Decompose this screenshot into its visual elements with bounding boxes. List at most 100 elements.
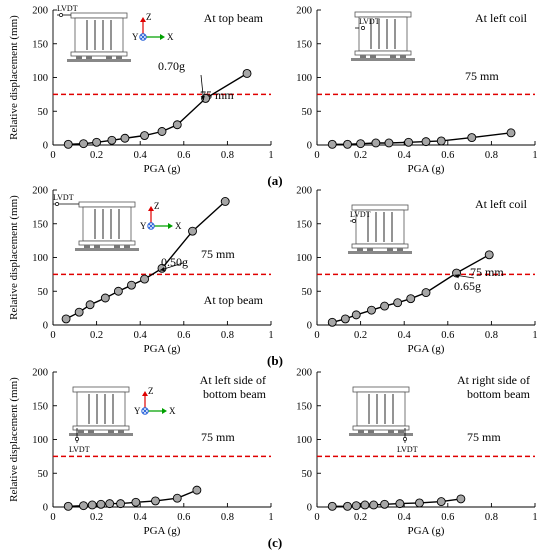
data-point (220, 197, 230, 206)
x-tick-label: 0.2 (354, 330, 367, 341)
data-point (188, 226, 197, 236)
chart-panel-4: 0 50 100 150 200 0 0.2 0.4 0.6 0.8 1 PGA (g) 75 mm LV… (296, 186, 537, 356)
diagram-foot (94, 245, 100, 248)
diagram-bottom-beam (354, 50, 412, 56)
y-axis-label: Y (132, 32, 139, 42)
data-point (406, 294, 416, 304)
x-tick-label: 0.6 (441, 512, 454, 523)
x-arrow-head (160, 34, 165, 40)
data-point (506, 128, 516, 138)
y-tick-label: 100 (296, 253, 312, 264)
diagram-foot (118, 430, 124, 433)
data-point (157, 127, 167, 136)
structure-diagram: LVDT Z X Y (53, 193, 182, 251)
data-point (384, 138, 394, 148)
panel-label: (c) (268, 535, 282, 550)
x-tick-label: 0.2 (90, 512, 103, 523)
data-point (131, 497, 141, 507)
diagram-coil-body (356, 391, 406, 427)
y-tick-label: 150 (32, 39, 48, 50)
diagram-foot (397, 248, 403, 251)
y-tick-label: 0 (307, 141, 312, 152)
data-point (107, 135, 117, 145)
x-tick-label: 1 (268, 150, 273, 161)
diagram-foot (400, 55, 406, 58)
x-tick-label: 1 (268, 512, 273, 523)
x-tick-label: 0.2 (90, 330, 103, 341)
x-tick-label: 0.6 (177, 512, 190, 523)
diagram-ground (348, 251, 412, 254)
callout-arrow-head (454, 274, 460, 279)
diagram-coil-body (74, 17, 124, 53)
data-point (351, 501, 361, 511)
diagram-bottom-beam (351, 243, 409, 249)
lvdt-marker (59, 13, 63, 17)
x-tick-label: 0.4 (398, 330, 412, 341)
y-tick-label: 0 (307, 503, 312, 514)
data-point (85, 300, 95, 310)
data-point (172, 120, 182, 130)
diagram-bottom-beam (352, 425, 410, 431)
data-point (116, 499, 126, 509)
diagram-ground (69, 433, 133, 436)
callout-label: 0.65g (454, 279, 481, 293)
location-label: At left side of (200, 373, 266, 387)
structure-diagram: LVDT (351, 11, 415, 61)
data-point (61, 314, 71, 324)
series-line (68, 72, 248, 145)
location-label: At top beam (204, 293, 264, 307)
data-point (360, 500, 370, 510)
location-label: At left coil (475, 197, 528, 211)
data-point (380, 499, 390, 509)
data-point (404, 137, 414, 147)
data-point (327, 317, 337, 327)
lvdt-label: LVDT (57, 4, 78, 13)
location-label: At right side of (457, 373, 530, 387)
x-tick-label: 0.4 (398, 512, 412, 523)
data-point (421, 288, 431, 298)
x-axis-label: X (169, 406, 176, 416)
diagram-ground (67, 59, 131, 62)
y-tick-label: 150 (32, 219, 48, 230)
x-tick-label: 0.8 (221, 512, 234, 523)
x-tick-label: 0.8 (485, 330, 498, 341)
callout-arrow-head (160, 267, 165, 272)
diagram-foot (114, 245, 120, 248)
z-axis-label: Z (146, 12, 152, 22)
diagram-foot (116, 56, 122, 59)
y-tick-label: 100 (32, 253, 48, 264)
y-axis-title: Relative displacement (mm) (8, 195, 20, 320)
x-tick-label: 0.6 (441, 150, 454, 161)
data-point (343, 139, 352, 149)
z-axis-label: Z (148, 386, 154, 396)
diagram-coil-body (82, 206, 132, 242)
data-point (105, 499, 115, 509)
x-tick-label: 1 (532, 330, 537, 341)
diagram-top-beam (70, 12, 128, 19)
structure-diagram: LVDT (349, 386, 418, 454)
data-point (327, 139, 337, 149)
y-tick-label: 50 (38, 107, 49, 118)
diagram-foot (360, 55, 366, 58)
callout-label: 0.70g (158, 59, 185, 73)
callout-arrow-head (200, 95, 205, 101)
x-tick-label: 0 (50, 150, 55, 161)
data-point (120, 133, 130, 143)
data-point (113, 286, 123, 296)
x-axis-title: PGA (g) (408, 163, 445, 175)
diagram-coil-body (355, 209, 405, 245)
diagram-foot (358, 430, 364, 433)
x-axis-label: X (175, 221, 182, 231)
data-point (63, 139, 73, 149)
series-line (332, 254, 490, 323)
y-axis-cross (142, 408, 148, 414)
location-label: At left coil (475, 11, 528, 25)
x-tick-label: 0 (314, 330, 319, 341)
series-line (332, 132, 512, 145)
structure-diagram: LVDT Z X Y (69, 386, 176, 454)
structure-diagram: LVDT (348, 204, 412, 254)
data-point (393, 298, 403, 308)
location-label: bottom beam (467, 387, 531, 401)
x-axis-label: X (167, 32, 174, 42)
diagram-bottom-beam (70, 51, 128, 57)
